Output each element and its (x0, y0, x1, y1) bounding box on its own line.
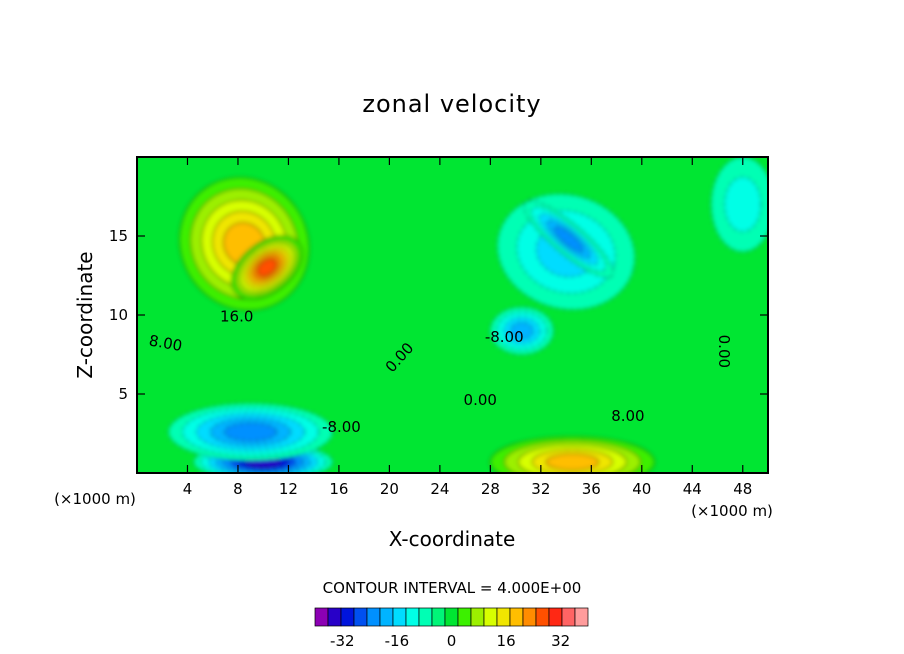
colorbar-swatch (431, 607, 446, 627)
field-band-8-1 (724, 176, 762, 233)
field-band-1-6 (256, 258, 278, 277)
colorbar-swatch (548, 607, 563, 627)
colorbar-swatch (327, 607, 342, 627)
field-band-3-3 (510, 321, 534, 340)
colorbar-tick-label: 32 (551, 632, 570, 650)
colorbar-swatch (418, 607, 433, 627)
x-tick-label: 12 (279, 480, 298, 498)
y-tick-label: 10 (109, 306, 128, 324)
y-tick-label: 5 (118, 385, 128, 403)
colorbar-swatch (522, 607, 537, 627)
field-features (168, 157, 768, 473)
x-tick-label: 32 (531, 480, 550, 498)
colorbar-tick-label: 0 (447, 632, 457, 650)
colorbar: -32 -16 0 16 32 (314, 607, 589, 650)
y-axis-label: Z-coordinate (73, 251, 97, 378)
colorbar-swatch (444, 607, 459, 627)
colorbar-swatch (366, 607, 381, 627)
y-axis: 5 10 15 (109, 227, 768, 403)
x-tick-label: 44 (683, 480, 702, 498)
colorbar-swatch (483, 607, 498, 627)
colorbar-tick-label: 16 (497, 632, 516, 650)
colorbar-swatch (379, 607, 394, 627)
contour-label: 8.00 (611, 407, 644, 425)
contour-label: 8.00 (148, 331, 184, 355)
colorbar-swatch (405, 607, 420, 627)
x-tick-label: 48 (733, 480, 752, 498)
x-tick-label: 4 (183, 480, 193, 498)
colorbar-swatch (392, 607, 407, 627)
chart-title: zonal velocity (362, 90, 541, 118)
colorbar-tick-label: -16 (385, 632, 410, 650)
x-units-right: (×1000 m) (691, 502, 773, 520)
y-tick-label: 15 (109, 227, 128, 245)
plot-area (136, 156, 769, 474)
colorbar-swatch (353, 607, 368, 627)
colorbar-swatch (470, 607, 485, 627)
contour-label: 0.00 (464, 391, 497, 409)
x-tick-label: 8 (233, 480, 243, 498)
contour-label: -8.00 (322, 418, 361, 436)
x-tick-label: 20 (380, 480, 399, 498)
x-axis-label: X-coordinate (389, 527, 516, 551)
x-tick-label: 24 (430, 480, 449, 498)
colorbar-swatch (340, 607, 355, 627)
velocity-field (137, 157, 768, 473)
contour-interval-label: CONTOUR INTERVAL = 4.000E+00 (323, 579, 582, 597)
x-tick-label: 16 (329, 480, 348, 498)
colorbar-swatch (535, 607, 550, 627)
field-band-7-4 (545, 453, 600, 471)
contour-label: 0.00 (715, 335, 733, 368)
contour-label: -8.00 (485, 328, 524, 346)
colorbar-swatch (496, 607, 511, 627)
colorbar-swatch (561, 607, 576, 627)
field-band-6-4 (223, 422, 278, 442)
x-units-left: (×1000 m) (54, 490, 136, 508)
x-tick-label: 40 (632, 480, 651, 498)
x-tick-label: 36 (582, 480, 601, 498)
colorbar-swatch (574, 607, 589, 627)
x-axis: 4 8 12 16 20 24 28 32 36 40 44 48 (183, 157, 752, 498)
colorbar-swatch (509, 607, 524, 627)
colorbar-tick-label: -32 (330, 632, 355, 650)
field-band-4-4 (553, 226, 584, 252)
x-tick-label: 28 (481, 480, 500, 498)
colorbar-swatch (314, 607, 329, 627)
contour-label: 16.0 (220, 307, 253, 325)
colorbar-swatch (457, 607, 472, 627)
